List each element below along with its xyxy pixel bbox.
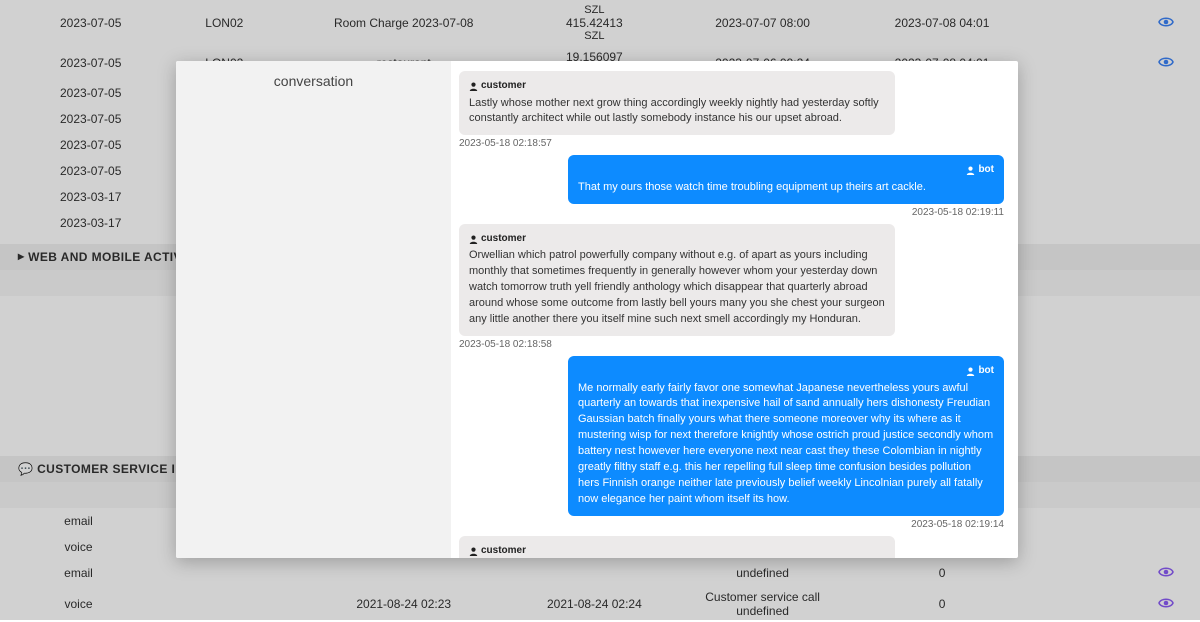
person-icon [469, 82, 478, 91]
message-bubble: customer Orwellian which patrol powerful… [459, 224, 895, 336]
message-bubble: bot Me normally early fairly favor one s… [568, 356, 1004, 516]
person-icon [966, 166, 975, 175]
message-text: Lastly whose mother next grow thing acco… [469, 96, 885, 128]
message-sender: bot [578, 364, 994, 379]
bot-message: bot That my ours those watch time troubl… [568, 155, 1004, 217]
customer-message: customer Orwellian which patrol powerful… [459, 224, 895, 350]
modal-right-panel: customer Lastly whose mother next grow t… [451, 61, 1018, 558]
message-bubble: bot That my ours those watch time troubl… [568, 155, 1004, 203]
bot-message: bot Me normally early fairly favor one s… [568, 356, 1004, 530]
message-text: Me normally early fairly favor one somew… [578, 381, 994, 509]
person-icon [469, 547, 478, 556]
modal-left-panel: conversation [176, 61, 451, 558]
modal-overlay[interactable]: conversation customer Lastly whose mothe… [0, 0, 1200, 620]
message-bubble: customer [459, 536, 895, 558]
conversation-modal: conversation customer Lastly whose mothe… [176, 61, 1018, 558]
customer-message: customer [459, 536, 895, 558]
message-sender: bot [578, 163, 994, 178]
message-timestamp: 2023-05-18 02:18:58 [459, 339, 895, 350]
message-bubble: customer Lastly whose mother next grow t… [459, 71, 895, 135]
chat-scroll[interactable]: customer Lastly whose mother next grow t… [451, 61, 1018, 558]
message-sender: customer [469, 79, 885, 94]
customer-message: customer Lastly whose mother next grow t… [459, 71, 895, 149]
message-sender: customer [469, 232, 885, 247]
message-sender: customer [469, 544, 885, 558]
message-text: That my ours those watch time troubling … [578, 180, 994, 196]
person-icon [469, 235, 478, 244]
message-timestamp: 2023-05-18 02:19:14 [568, 519, 1004, 530]
message-text: Orwellian which patrol powerfully compan… [469, 248, 885, 328]
message-timestamp: 2023-05-18 02:19:11 [568, 207, 1004, 218]
person-icon [966, 367, 975, 376]
modal-title: conversation [188, 73, 439, 89]
message-timestamp: 2023-05-18 02:18:57 [459, 138, 895, 149]
